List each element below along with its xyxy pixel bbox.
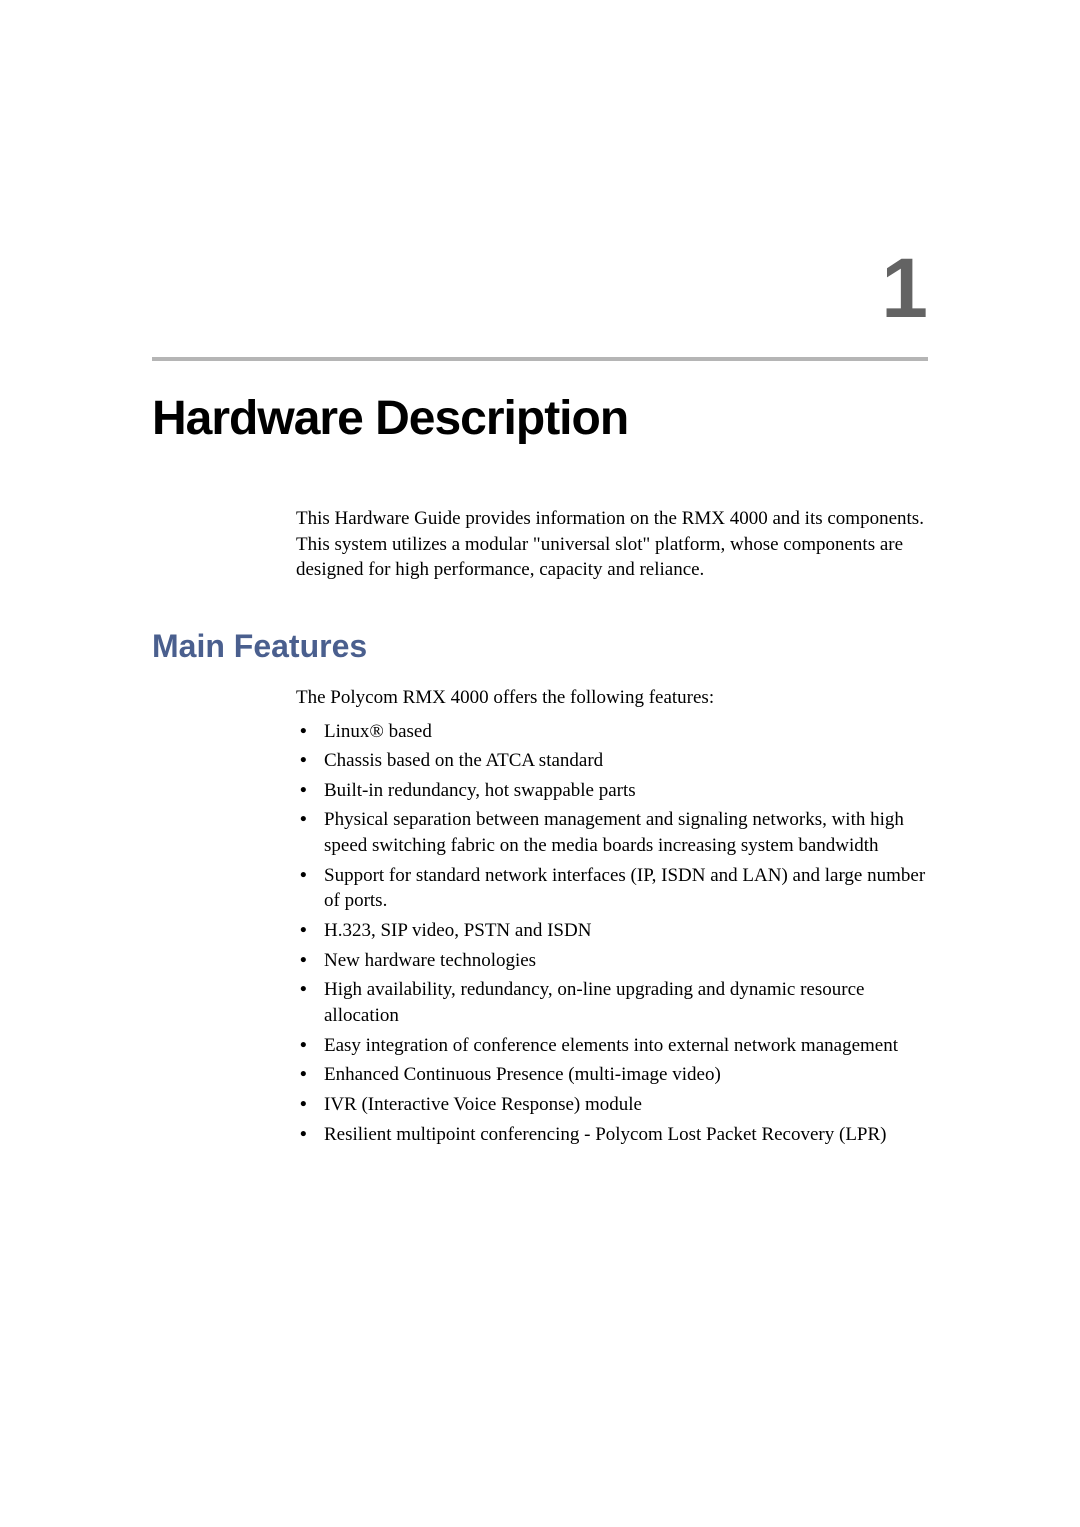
features-intro: The Polycom RMX 4000 offers the followin… [296,685,928,711]
feature-list: Linux® based Chassis based on the ATCA s… [296,719,928,1148]
list-item: Enhanced Continuous Presence (multi-imag… [296,1062,928,1088]
section-heading: Main Features [152,628,928,665]
list-item: Built-in redundancy, hot swappable parts [296,778,928,804]
chapter-intro: This Hardware Guide provides information… [296,506,928,583]
list-item: Resilient multipoint conferencing - Poly… [296,1122,928,1148]
list-item: Support for standard network interfaces … [296,863,928,914]
list-item: Physical separation between management a… [296,807,928,858]
list-item: Easy integration of conference elements … [296,1033,928,1059]
list-item: IVR (Interactive Voice Response) module [296,1092,928,1118]
chapter-title: Hardware Description [152,391,928,446]
page-content: 1 Hardware Description This Hardware Gui… [0,0,1080,1147]
list-item: H.323, SIP video, PSTN and ISDN [296,918,928,944]
list-item: New hardware technologies [296,948,928,974]
list-item: Chassis based on the ATCA standard [296,748,928,774]
list-item: High availability, redundancy, on-line u… [296,977,928,1028]
list-item: Linux® based [296,719,928,745]
chapter-number: 1 [152,240,928,337]
heading-divider [152,357,928,361]
